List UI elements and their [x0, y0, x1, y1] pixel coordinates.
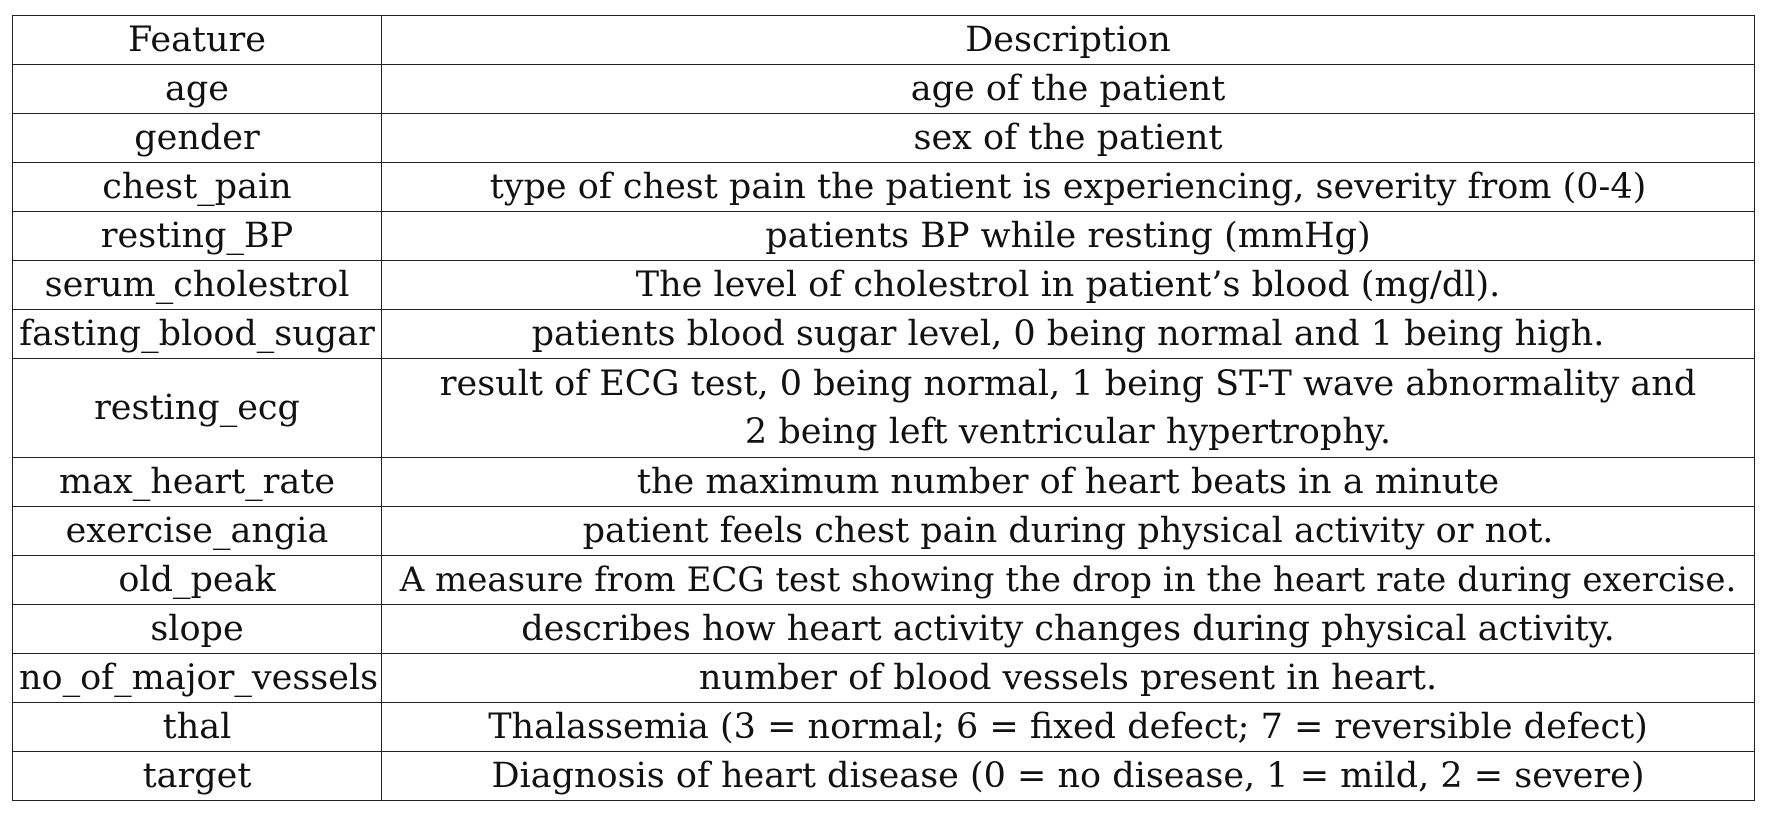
description-column-header: Description [381, 15, 1755, 65]
description-line: describes how heart activity changes dur… [521, 609, 1615, 649]
description-cell: patients BP while resting (mmHg) [381, 211, 1755, 261]
table-row: slope describes how heart activity change… [12, 604, 1755, 654]
feature-cell: age [12, 64, 382, 114]
feature-cell: no_of_major_vessels [12, 653, 382, 703]
feature-cell: fasting_blood_sugar [12, 309, 382, 359]
description-cell: age of the patient [381, 64, 1755, 114]
feature-cell: slope [12, 604, 382, 654]
description-cell: The level of cholestrol in patient’s blo… [381, 260, 1755, 310]
description-line: the maximum number of heart beats in a m… [636, 462, 1500, 502]
table-row: fasting_blood_sugar patients blood sugar … [12, 309, 1755, 359]
feature-cell: exercise_angia [12, 506, 382, 556]
feature-cell: resting_ecg [12, 358, 382, 458]
description-line: type of chest pain the patient is experi… [489, 167, 1647, 207]
feature-cell: max_heart_rate [12, 457, 382, 507]
description-line: sex of the patient [913, 118, 1223, 158]
description-cell: result of ECG test, 0 being normal, 1 be… [381, 358, 1755, 458]
feature-cell: gender [12, 113, 382, 163]
table-row: no_of_major_vessels number of blood vesse… [12, 653, 1755, 703]
table-row: thal Thalassemia (3 = normal; 6 = fixed d… [12, 702, 1755, 752]
description-cell: patients blood sugar level, 0 being norm… [381, 309, 1755, 359]
feature-cell: target [12, 751, 382, 801]
description-cell: type of chest pain the patient is experi… [381, 162, 1755, 212]
table-row: serum_cholestrol The level of cholestrol … [12, 260, 1755, 310]
description-line: 2 being left ventricular hypertrophy. [744, 412, 1392, 452]
description-cell: patient feels chest pain during physical… [381, 506, 1755, 556]
description-line: result of ECG test, 0 being normal, 1 be… [439, 364, 1697, 404]
table-body: age age of the patient gender sex of the pa… [12, 64, 1755, 801]
description-line: patients BP while resting (mmHg) [765, 216, 1371, 256]
table-row: chest_pain type of chest pain the patient… [12, 162, 1755, 212]
feature-description-table: Feature Description age age of the patien… [12, 15, 1755, 801]
description-line: age of the patient [910, 69, 1226, 109]
table-row: old_peak A measure from ECG test showing … [12, 555, 1755, 605]
table-row: exercise_angia patient feels chest pain d… [12, 506, 1755, 556]
table-header-row: Feature Description [12, 15, 1755, 65]
description-cell: A measure from ECG test showing the drop… [381, 555, 1755, 605]
feature-cell: resting_BP [12, 211, 382, 261]
description-line: number of blood vessels present in heart… [698, 658, 1438, 698]
description-cell: sex of the patient [381, 113, 1755, 163]
table-row: resting_BP patients BP while resting (mmH… [12, 211, 1755, 261]
description-cell: number of blood vessels present in heart… [381, 653, 1755, 703]
table-row: resting_ecg result of ECG test, 0 being n… [12, 358, 1755, 458]
description-line: A measure from ECG test showing the drop… [399, 560, 1737, 600]
description-cell: Thalassemia (3 = normal; 6 = fixed defec… [381, 702, 1755, 752]
table-row: age age of the patient [12, 64, 1755, 114]
feature-cell: chest_pain [12, 162, 382, 212]
description-line: The level of cholestrol in patient’s blo… [635, 265, 1501, 305]
description-line: patient feels chest pain during physical… [582, 511, 1554, 551]
table-row: max_heart_rate the maximum number of hear… [12, 457, 1755, 507]
table-row: gender sex of the patient [12, 113, 1755, 163]
description-cell: Diagnosis of heart disease (0 = no disea… [381, 751, 1755, 801]
feature-column-header: Feature [12, 15, 382, 65]
description-line: Diagnosis of heart disease (0 = no disea… [491, 756, 1645, 796]
table-row: target Diagnosis of heart disease (0 = no… [12, 751, 1755, 801]
description-cell: the maximum number of heart beats in a m… [381, 457, 1755, 507]
feature-cell: thal [12, 702, 382, 752]
feature-cell: old_peak [12, 555, 382, 605]
feature-cell: serum_cholestrol [12, 260, 382, 310]
description-cell: describes how heart activity changes dur… [381, 604, 1755, 654]
description-line: patients blood sugar level, 0 being norm… [531, 314, 1605, 354]
description-line: Thalassemia (3 = normal; 6 = fixed defec… [488, 707, 1648, 747]
